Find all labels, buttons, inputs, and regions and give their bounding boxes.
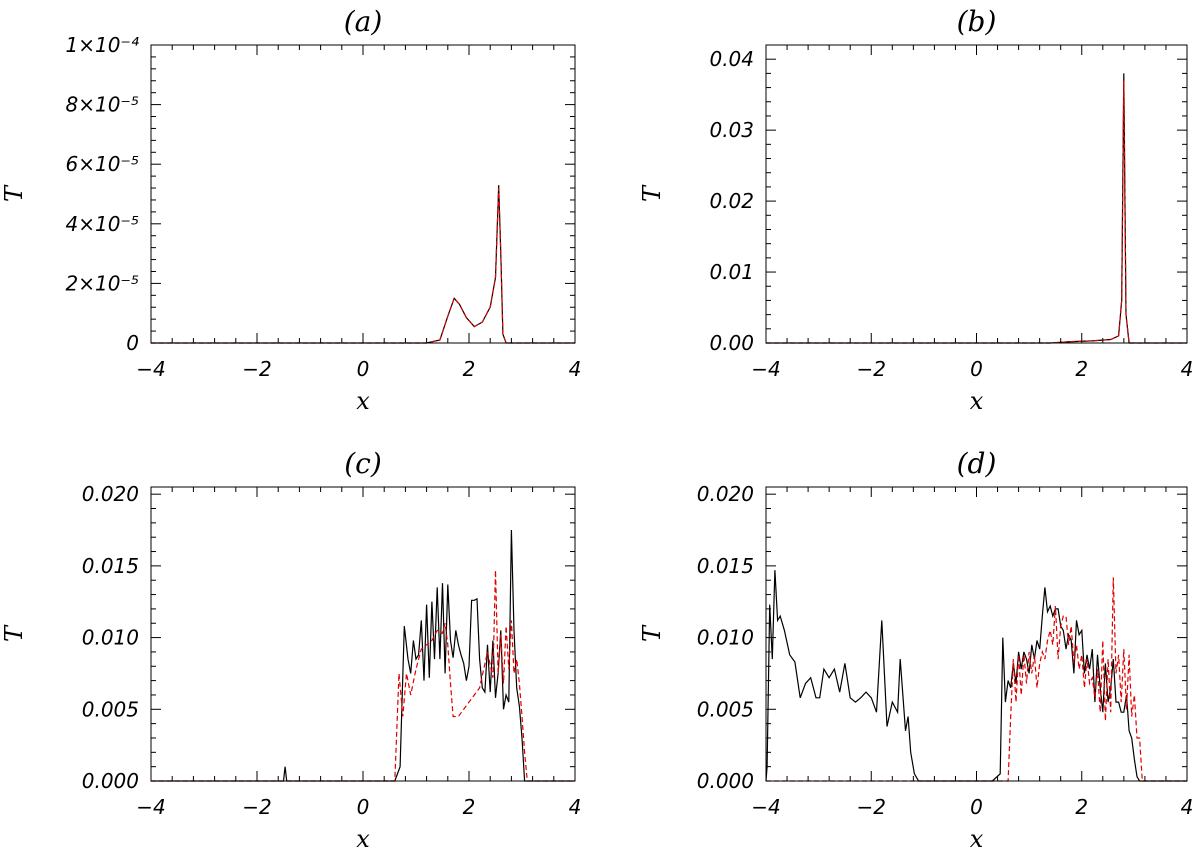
x-tick-label: 2 <box>463 357 476 381</box>
x-tick-label: 4 <box>1181 357 1194 381</box>
x-tick-label: −4 <box>136 795 165 819</box>
series-a-solid-black <box>151 185 575 344</box>
x-tick-label: −2 <box>857 795 886 819</box>
y-axis-label: T <box>0 624 28 642</box>
x-tick-label: 4 <box>569 795 582 819</box>
y-tick-label: 0.03 <box>709 118 754 142</box>
y-tick-label: 0.010 <box>82 626 139 650</box>
x-tick-label: 2 <box>1075 357 1088 381</box>
series-c-dashed-red <box>151 570 575 782</box>
x-tick-label: −4 <box>751 357 780 381</box>
y-tick-label: 4×10⁻⁵ <box>65 212 139 236</box>
y-tick-label: 0.010 <box>697 626 754 650</box>
x-tick-label: 0 <box>357 357 370 381</box>
y-tick-label: 0.020 <box>82 482 139 506</box>
panel-b: −4 −2 0 2 4 0.00 0.01 0.02 0.03 0.04 (b) x T <box>638 5 1193 415</box>
y-tick-label: 0.000 <box>697 769 754 793</box>
x-tick-label: −2 <box>857 357 886 381</box>
y-tick-label: 0.020 <box>697 482 754 506</box>
y-tick-label: 0.01 <box>709 260 754 284</box>
y-axis-label: T <box>638 624 666 642</box>
y-tick-label: 6×10⁻⁵ <box>65 152 139 176</box>
y-tick-label: 1×10⁻⁴ <box>65 33 139 57</box>
y-tick-label: 0.005 <box>697 697 754 721</box>
panel-title: (b) <box>957 5 997 38</box>
y-axis-label: T <box>638 184 666 202</box>
x-tick-label: 2 <box>1075 795 1088 819</box>
y-tick-label: 2×10⁻⁵ <box>65 271 139 295</box>
panel-title: (a) <box>344 5 383 38</box>
series-b-dashed-red <box>766 80 1187 344</box>
y-tick-label: 0.00 <box>709 331 754 355</box>
series-d-dashed-red <box>766 577 1187 782</box>
x-tick-label: 0 <box>970 795 983 819</box>
y-tick-label: 8×10⁻⁵ <box>65 93 139 117</box>
panel-title: (c) <box>344 447 382 480</box>
series-d-solid-black <box>765 570 1187 782</box>
x-tick-label: −2 <box>242 357 271 381</box>
x-tick-label: 0 <box>970 357 983 381</box>
x-axis-label: x <box>970 387 984 415</box>
y-tick-label: 0.015 <box>697 554 754 578</box>
x-axis-label: x <box>356 387 370 415</box>
x-axis-label: x <box>356 825 370 853</box>
panel-c: −4 −2 0 2 4 0.000 0.005 0.010 0.015 0.020 (c) x T <box>0 447 581 853</box>
y-tick-label: 0.000 <box>82 769 139 793</box>
panel-d: −4 −2 0 2 4 0.000 0.005 0.010 0.015 0.020 (d) x T <box>638 447 1193 853</box>
panel-a: −4 −2 0 2 4 0 2×10⁻⁵ 4×10⁻⁵ 6×10⁻⁵ 8×10⁻⁵ 1×10⁻⁴ (a… <box>0 5 581 415</box>
y-tick-label: 0.005 <box>82 697 139 721</box>
plot-frame <box>150 44 576 344</box>
y-tick-label: 0.04 <box>709 47 754 71</box>
x-tick-label: 4 <box>1181 795 1194 819</box>
x-tick-label: −2 <box>242 795 271 819</box>
x-tick-label: 2 <box>463 795 476 819</box>
x-tick-label: −4 <box>751 795 780 819</box>
series-a-dashed-red <box>151 187 575 344</box>
panel-title: (d) <box>957 447 997 480</box>
plot-frame <box>765 486 1188 782</box>
y-axis-label: T <box>0 184 28 202</box>
y-tick-label: 0 <box>126 331 139 355</box>
x-tick-label: −4 <box>136 357 165 381</box>
y-tick-label: 0.02 <box>709 189 754 213</box>
y-tick-label: 0.015 <box>82 554 139 578</box>
x-axis-label: x <box>970 825 984 853</box>
x-tick-label: 0 <box>357 795 370 819</box>
x-tick-label: 4 <box>569 357 582 381</box>
series-c-solid-black <box>151 529 575 782</box>
